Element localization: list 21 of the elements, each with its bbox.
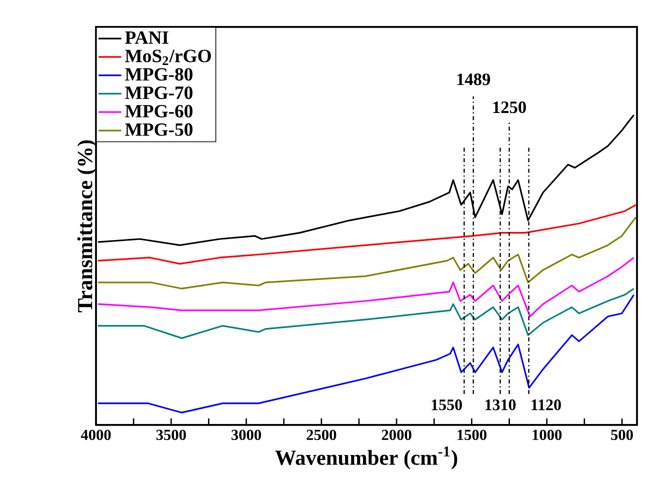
y-axis-title: Transmittance (%) xyxy=(77,140,97,312)
legend-label: MPG-60 xyxy=(125,104,192,118)
legend-label: MPG-80 xyxy=(125,68,192,81)
x-tick-label: 2000 xyxy=(382,430,412,440)
ref-line-label: 1489 xyxy=(457,74,490,86)
x-tick-label: 3500 xyxy=(156,430,186,440)
ref-line-label: 1550 xyxy=(432,399,462,410)
ref-line-label: 1120 xyxy=(532,399,561,410)
x-tick-label: 4000 xyxy=(80,430,111,440)
legend-label: MoS$_{2}$/rGO xyxy=(125,50,211,65)
x-tick-label: 1000 xyxy=(532,430,562,440)
legend-label: MPG-50 xyxy=(125,123,192,136)
x-axis-title: Wavenumber (cm$^{-1}$) xyxy=(275,446,458,470)
legend-label: MPG-70 xyxy=(125,86,192,100)
x-tick-label: 3000 xyxy=(232,430,262,440)
x-tick-label: 1500 xyxy=(458,430,486,440)
x-tick-label: 2500 xyxy=(306,430,336,440)
ref-line-label: 1250 xyxy=(493,101,526,114)
x-tick-label: 500 xyxy=(611,430,633,440)
ref-line-label: 1310 xyxy=(486,399,516,410)
legend-label: PANI xyxy=(125,31,168,44)
